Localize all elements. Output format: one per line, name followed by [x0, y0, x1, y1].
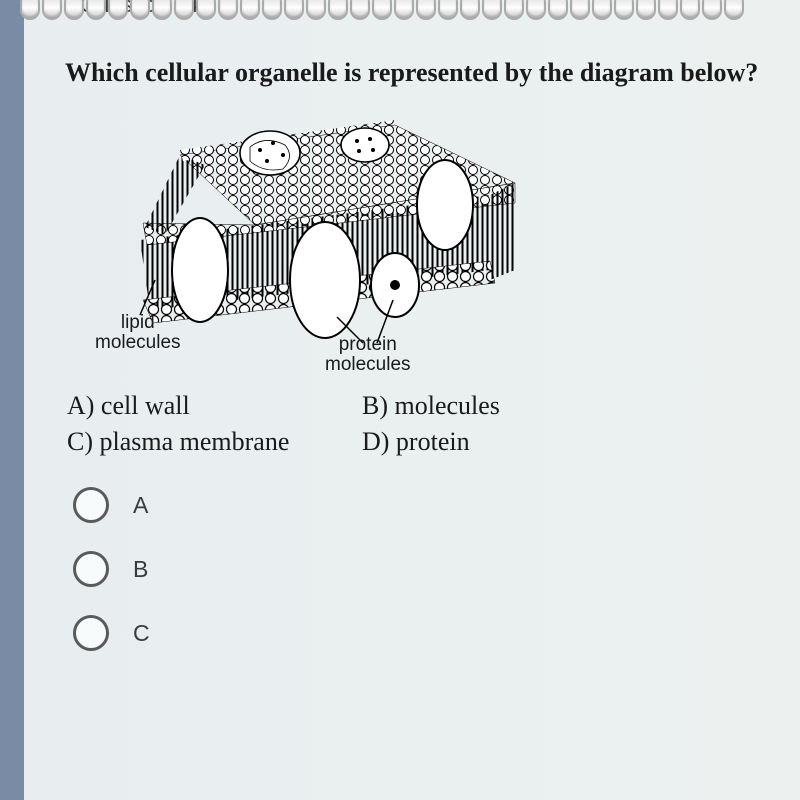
label-lipid: lipidmolecules — [95, 313, 181, 353]
question-text: Which cellular organelle is represented … — [65, 55, 770, 90]
radio-icon[interactable] — [73, 487, 109, 523]
choice-a: A) cell wall — [67, 391, 352, 421]
choice-c: C) plasma membrane — [67, 427, 352, 457]
radio-options: A B C — [65, 487, 770, 651]
answer-choices: A) cell wall B) molecules C) plasma memb… — [67, 391, 770, 457]
option-letter: A — [133, 492, 148, 519]
option-b[interactable]: B — [73, 551, 770, 587]
label-protein: proteinmolecules — [325, 335, 411, 375]
option-letter: C — [133, 620, 150, 647]
option-letter: B — [133, 556, 148, 583]
choice-d: D) protein — [362, 427, 770, 457]
spiral-binding — [20, 0, 780, 25]
option-c[interactable]: C — [73, 615, 770, 651]
choice-b: B) molecules — [362, 391, 770, 421]
option-a[interactable]: A — [73, 487, 770, 523]
radio-icon[interactable] — [73, 551, 109, 587]
membrane-diagram: lipidmolecules proteinmolecules — [95, 95, 525, 375]
radio-icon[interactable] — [73, 615, 109, 651]
